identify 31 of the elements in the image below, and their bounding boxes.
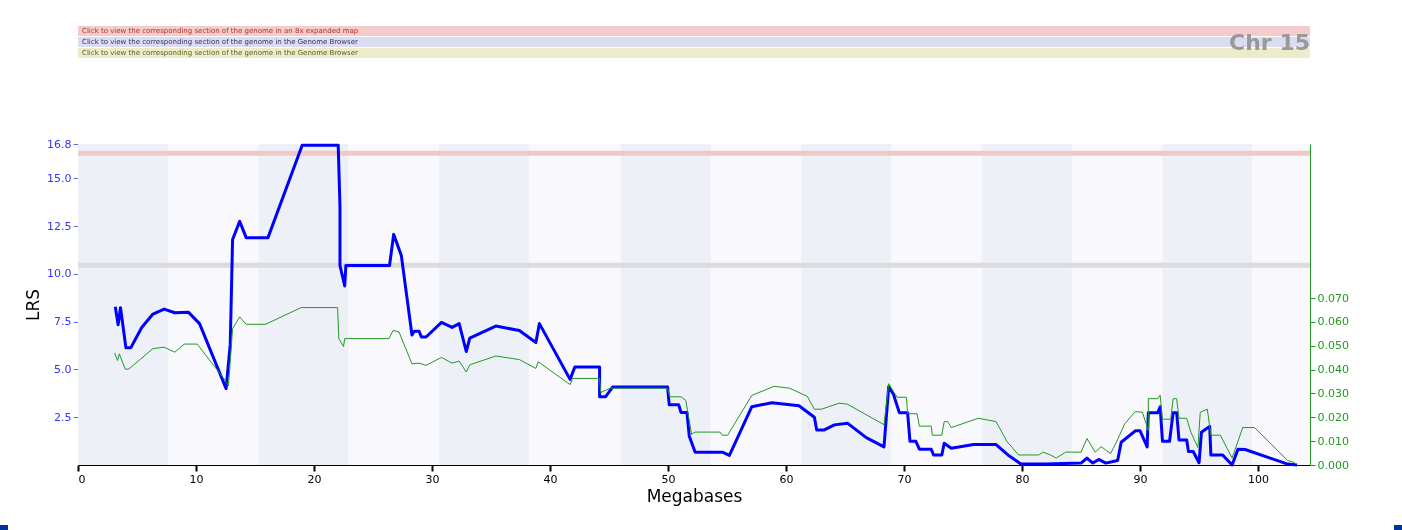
x-tick-label: 70 xyxy=(897,472,912,486)
x-tick-label: 20 xyxy=(307,472,322,486)
line-series xyxy=(114,307,1296,464)
y2-tick-label: 0.040 xyxy=(1317,363,1349,377)
y-tick-label: 7.5 xyxy=(54,315,72,329)
y-axis-title: LRS xyxy=(23,288,44,322)
y-tick-label: 15.0 xyxy=(47,171,72,185)
x-tick-label: 80 xyxy=(1015,472,1030,486)
y-tick-label: 5.0 xyxy=(54,362,72,376)
x-tick-label: 90 xyxy=(1133,472,1148,486)
x-tick-label: 40 xyxy=(543,472,558,486)
y2-tick-label: 0.060 xyxy=(1317,315,1349,329)
y2-tick-label: 0.070 xyxy=(1317,291,1349,305)
y2-tick-label: 0.030 xyxy=(1317,386,1349,400)
y-tick-label: 10.0 xyxy=(47,267,72,281)
y2-tick-label: 0.050 xyxy=(1317,339,1349,353)
y-tick-label: 16.8 xyxy=(47,137,72,151)
line-series xyxy=(113,143,1299,467)
y-tick-label: 2.5 xyxy=(54,410,72,424)
y2-tick-label: 0.010 xyxy=(1317,434,1349,448)
x-tick-label: 30 xyxy=(425,472,440,486)
x-tick-label: 0 xyxy=(78,472,86,486)
y2-tick-label: 0.020 xyxy=(1317,410,1349,424)
x-tick-label: 10 xyxy=(189,472,204,486)
x-tick-label: 50 xyxy=(661,472,676,486)
text: Chr 15 xyxy=(1229,30,1310,55)
x-tick-label: 100 xyxy=(1248,472,1270,486)
x-tick-label: 60 xyxy=(779,472,794,486)
y-tick-label: 12.5 xyxy=(47,219,72,233)
y2-tick-label: 0.000 xyxy=(1317,458,1349,472)
x-axis-title: Megabases xyxy=(646,485,743,506)
